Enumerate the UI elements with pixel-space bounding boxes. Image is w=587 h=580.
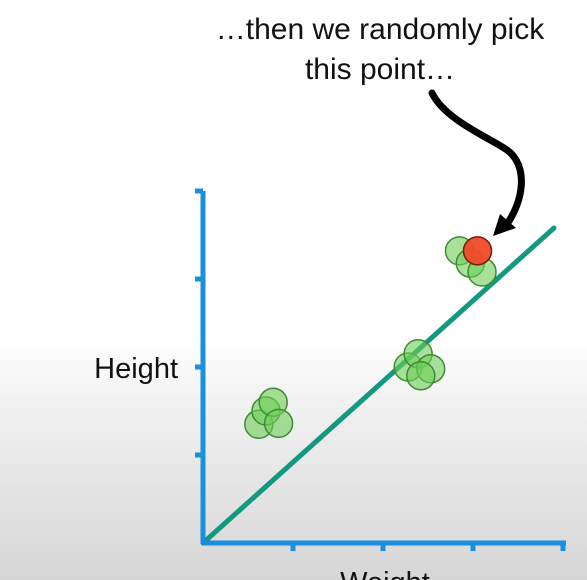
axes-layer [195,188,566,551]
annotation-arrow [428,89,525,231]
y-axis-label: Height [94,353,178,385]
data-point [263,408,294,439]
x-axis-label: Weight [340,567,430,580]
selected-data-point [462,236,493,266]
data-point [406,361,436,391]
data-points-layer [244,236,497,439]
regression-line [200,225,557,546]
annotation-line-2: this point… [304,53,456,86]
regression-line-layer [200,225,557,546]
annotation-line-1: …then we randomly pick [215,13,545,46]
annotation-arrowhead [493,214,516,236]
annotation-callout: …then we randomly pick this point… [190,10,570,90]
